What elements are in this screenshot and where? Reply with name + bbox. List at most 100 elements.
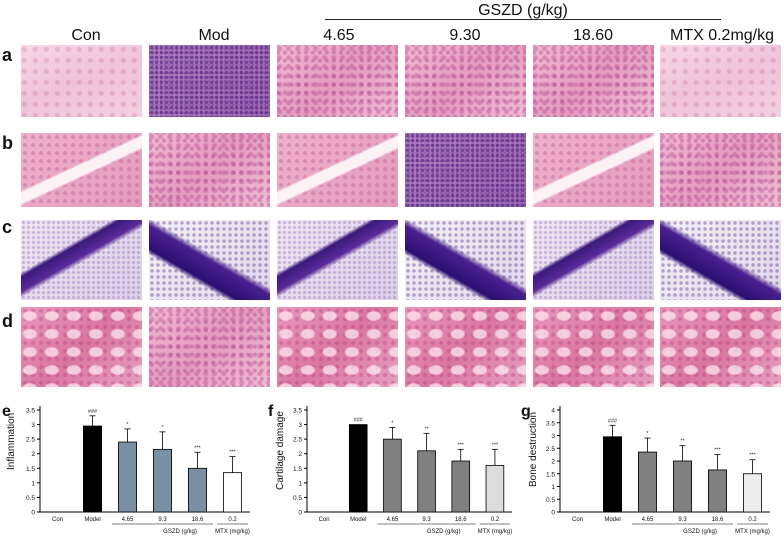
- y-tick-label: 0.5: [293, 495, 302, 502]
- significance-label: ***: [194, 445, 201, 451]
- y-tick-label: 2: [298, 451, 302, 458]
- significance-label: *: [646, 431, 649, 437]
- significance-label: *: [391, 420, 394, 426]
- category-label: Con: [52, 517, 63, 523]
- column-header-mod: Mod: [198, 27, 230, 44]
- micrograph-d-dose-3: [533, 307, 654, 387]
- bar-4.65: [638, 451, 658, 513]
- category-label: 18.6: [455, 517, 467, 523]
- significance-label: **: [424, 426, 429, 432]
- category-label: 0.2: [228, 517, 237, 523]
- column-header-dose-3: 18.60: [572, 27, 614, 44]
- mtx-label: MTX (mg/kg): [735, 529, 770, 535]
- category-label: Model: [604, 517, 620, 523]
- category-label: 9.3: [422, 517, 431, 523]
- y-tick-label: 2.5: [546, 446, 555, 453]
- bar-18.6: [451, 460, 471, 513]
- row-label-b: b: [2, 133, 13, 153]
- significance-label: ***: [714, 448, 721, 454]
- y-tick-label: 2.5: [293, 437, 302, 444]
- micrograph-b-mtx: [660, 133, 781, 207]
- panel-letter-f: f: [268, 403, 274, 420]
- bar-18.6: [707, 469, 727, 513]
- micrograph-b-mod: [149, 133, 270, 207]
- y-tick-label: 1.5: [26, 466, 35, 473]
- micrograph-b-dose-3: [533, 133, 654, 207]
- category-label: 18.6: [712, 517, 724, 523]
- bar-0.2: [485, 464, 505, 513]
- y-tick-label: 3: [298, 422, 302, 429]
- micrograph-d-mod: [149, 307, 270, 387]
- micrograph-a-mtx: [660, 45, 781, 117]
- bar-0.2: [222, 472, 242, 513]
- column-header-dose-2: 9.30: [449, 27, 481, 44]
- y-tick-label: 2: [551, 459, 555, 466]
- group-header: GSZD (g/kg): [478, 2, 568, 19]
- bar-9.3: [152, 448, 172, 513]
- significance-label: ###: [88, 409, 98, 415]
- bar-9.3: [672, 460, 692, 513]
- y-tick-label: 3: [551, 433, 555, 440]
- y-tick-label: 3.5: [26, 408, 35, 415]
- mtx-label: MTX (mg/kg): [215, 529, 250, 535]
- bar-4.65: [118, 441, 138, 513]
- micrograph-c-con: [21, 220, 142, 300]
- bar-4.65: [383, 438, 402, 513]
- y-tick-label: 3.5: [293, 408, 302, 415]
- y-tick-label: 1.5: [293, 466, 302, 473]
- category-label: 4.65: [387, 517, 399, 523]
- micrograph-d-dose-1: [277, 307, 398, 387]
- chart-bone-destruction: 0 0.5 1 1.5 2 2.5 3 3.5 4 Con ### Model * 4.65 ** 9.3 **…: [546, 406, 770, 535]
- group-label: GSZD (g/kg): [163, 529, 197, 535]
- group-label: GSZD (g/kg): [683, 529, 717, 535]
- y-tick-label: 4: [551, 408, 555, 415]
- micrograph-a-mod: [149, 45, 270, 117]
- y-tick-label: 2: [31, 451, 35, 458]
- bar-Model: [603, 436, 623, 513]
- column-header-mtx: MTX 0.2mg/kg: [669, 27, 775, 44]
- micrograph-d-con: [21, 307, 142, 387]
- group-header-line: [325, 19, 721, 20]
- y-tick-label: 1: [551, 484, 555, 491]
- micrograph-b-dose-2: [405, 133, 526, 207]
- group-label: GSZD (g/kg): [427, 529, 461, 535]
- bar-Model: [348, 424, 368, 513]
- micrograph-b-dose-1: [277, 133, 398, 207]
- y-tick-label: 1: [298, 480, 302, 487]
- micrograph-c-mod: [149, 220, 270, 300]
- category-label: 4.65: [642, 517, 654, 523]
- category-label: Model: [84, 517, 100, 523]
- micrograph-a-con: [21, 45, 142, 117]
- row-label-d: d: [2, 311, 13, 331]
- category-label: Con: [319, 517, 330, 523]
- row-label-a: a: [2, 45, 13, 65]
- category-label: 9.3: [158, 517, 167, 523]
- micrograph-c-dose-2: [405, 220, 526, 300]
- y-tick-label: 1.5: [546, 471, 555, 478]
- category-label: Model: [350, 517, 366, 523]
- significance-label: *: [126, 422, 129, 428]
- category-label: 9.3: [678, 517, 687, 523]
- category-label: 18.6: [192, 517, 204, 523]
- significance-label: ***: [749, 453, 756, 459]
- micrograph-a-dose-1: [277, 45, 398, 117]
- micrograph-d-mtx: [660, 307, 781, 387]
- panel-letter-g: g: [521, 403, 531, 420]
- chart-inflammation: 0 0.5 1 1.5 2 2.5 3 3.5 Con ### Model * 4.65 * 9.3 *** 1…: [26, 406, 250, 535]
- chart-cartilage-damage: 0 0.5 1 1.5 2 2.5 3 3.5 Con ### Model * 4.65 ** 9.3 ***…: [293, 406, 512, 535]
- column-header-con: Con: [71, 27, 101, 44]
- significance-label: ***: [492, 442, 499, 448]
- category-label: Con: [572, 517, 583, 523]
- significance-label: ***: [229, 450, 236, 456]
- y-tick-label: 0.5: [26, 495, 35, 502]
- bar-Model: [83, 425, 103, 513]
- y-tick-label: 0: [31, 510, 35, 517]
- micrograph-c-dose-1: [277, 220, 398, 300]
- significance-label: ###: [608, 418, 618, 424]
- category-label: 4.65: [122, 517, 134, 523]
- micrograph-b-con: [21, 133, 142, 207]
- column-header-dose-1: 4.65: [323, 27, 355, 44]
- row-label-c: c: [2, 217, 13, 237]
- y-tick-label: 0: [298, 510, 302, 517]
- y-axis-label-inflammation: Inflammation: [6, 412, 17, 470]
